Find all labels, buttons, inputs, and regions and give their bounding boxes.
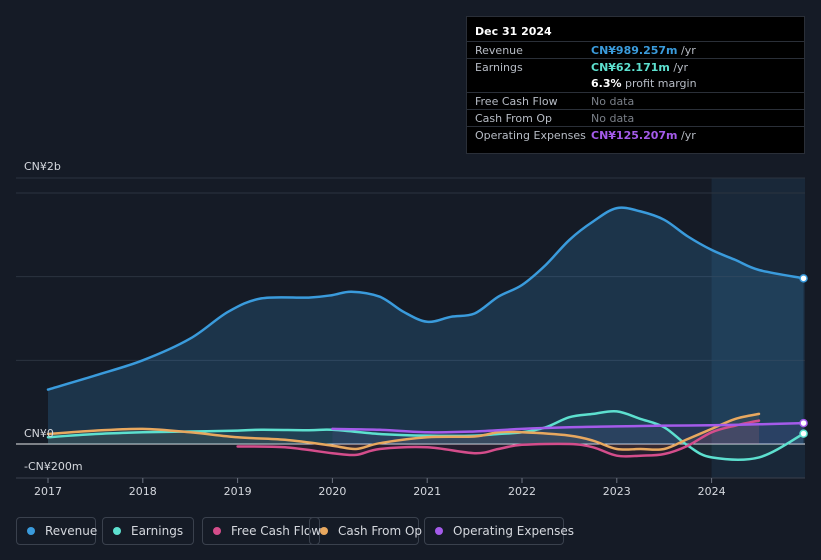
tooltip-unit: /yr bbox=[673, 61, 689, 74]
legend-label: Free Cash Flow bbox=[231, 524, 322, 538]
legend-label: Operating Expenses bbox=[453, 524, 574, 538]
tooltip-row-revenue: Revenue CN¥989.257m /yr bbox=[467, 41, 804, 59]
legend-item-cash-from-op[interactable]: Cash From Op bbox=[309, 517, 423, 545]
legend-label: Cash From Op bbox=[338, 524, 423, 538]
free-cash-flow-line bbox=[236, 419, 761, 458]
x-tick-label: 2021 bbox=[413, 485, 441, 498]
tooltip-row-earnings: Earnings CN¥62.171m /yr bbox=[467, 58, 804, 76]
legend-label: Revenue bbox=[45, 524, 98, 538]
earnings-line bbox=[46, 409, 805, 461]
tooltip-value: 6.3% bbox=[591, 77, 622, 90]
x-tick-label: 2019 bbox=[224, 485, 252, 498]
x-tick-label: 2023 bbox=[603, 485, 631, 498]
end-markers bbox=[799, 274, 808, 438]
legend-dot-icon bbox=[435, 527, 443, 535]
tooltip-label: Operating Expenses bbox=[475, 129, 586, 142]
legend-item-revenue[interactable]: Revenue bbox=[16, 517, 98, 545]
tooltip-row-fcf: Free Cash Flow No data bbox=[467, 92, 804, 110]
revenue-line bbox=[46, 206, 805, 391]
y-tick-top: CN¥2b bbox=[24, 160, 61, 173]
legend-label: Earnings bbox=[131, 524, 184, 538]
tooltip-row-margin: 6.3% profit margin bbox=[467, 75, 804, 92]
x-axis-ticks: 2017 2018 2019 2020 2021 2022 2023 2024 bbox=[34, 478, 726, 498]
tooltip-value: CN¥989.257m bbox=[591, 44, 678, 57]
legend-item-free-cash-flow[interactable]: Free Cash Flow bbox=[202, 517, 322, 545]
tooltip-label: Revenue bbox=[475, 44, 523, 57]
legend-dot-icon bbox=[213, 527, 221, 535]
operating-expenses-line bbox=[331, 421, 805, 434]
legend-item-earnings[interactable]: Earnings bbox=[102, 517, 194, 545]
tooltip-label: Cash From Op bbox=[475, 112, 553, 125]
tooltip-unit: /yr bbox=[681, 44, 696, 57]
tooltip-date: Dec 31 2024 bbox=[475, 25, 552, 38]
x-tick-label: 2020 bbox=[318, 485, 346, 498]
tooltip-row-cfo: Cash From Op No data bbox=[467, 109, 804, 127]
cash-from-op-area bbox=[48, 413, 759, 450]
y-tick-bottom: -CN¥200m bbox=[24, 460, 83, 473]
tooltip-label: Free Cash Flow bbox=[475, 95, 558, 108]
revenue-area bbox=[48, 207, 804, 444]
tooltip-value: CN¥125.207m bbox=[591, 129, 678, 142]
series-lines bbox=[46, 206, 805, 461]
tooltip-value: CN¥62.171m bbox=[591, 61, 670, 74]
x-tick-label: 2017 bbox=[34, 485, 62, 498]
y-tick-zero: CN¥0 bbox=[24, 427, 54, 440]
tooltip-unit: profit margin bbox=[625, 77, 697, 90]
revenue-end-point bbox=[799, 274, 808, 283]
cash-from-op-line bbox=[46, 412, 761, 451]
tooltip-unit: /yr bbox=[681, 129, 696, 142]
legend-dot-icon bbox=[27, 527, 35, 535]
x-tick-label: 2022 bbox=[508, 485, 536, 498]
legend-dot-icon bbox=[320, 527, 328, 535]
tooltip-unit: No data bbox=[591, 112, 635, 125]
x-tick-label: 2018 bbox=[129, 485, 157, 498]
tooltip-unit: No data bbox=[591, 95, 635, 108]
grid-lines bbox=[16, 177, 805, 479]
series-areas bbox=[48, 207, 804, 460]
legend-item-operating-expenses[interactable]: Operating Expenses bbox=[424, 517, 574, 545]
earnings-end-point bbox=[799, 429, 808, 438]
tooltip-label: Earnings bbox=[475, 61, 523, 74]
x-tick-label: 2024 bbox=[698, 485, 726, 498]
legend-dot-icon bbox=[113, 527, 121, 535]
earnings-area bbox=[48, 411, 804, 460]
operating-expenses-end-point bbox=[799, 418, 808, 428]
tooltip-row-opex: Operating Expenses CN¥125.207m /yr bbox=[467, 126, 804, 144]
tooltip-panel: Dec 31 2024 Revenue CN¥989.257m /yr Earn… bbox=[466, 16, 805, 154]
